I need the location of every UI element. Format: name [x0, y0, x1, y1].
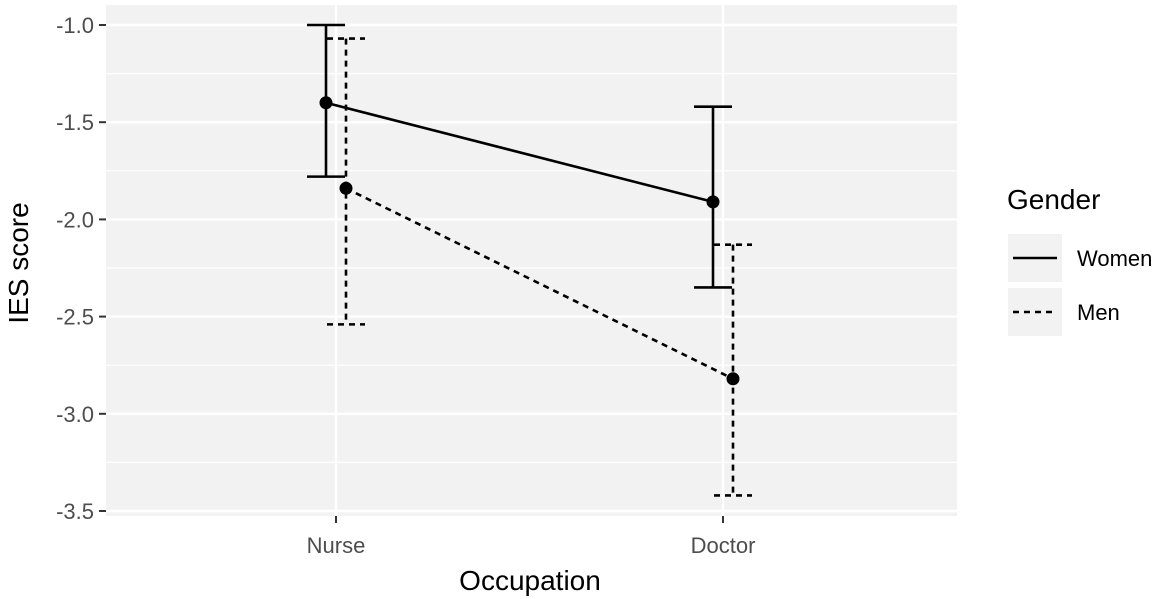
- y-tick-label: -2.0: [56, 207, 94, 232]
- x-tick-label: Nurse: [307, 533, 366, 558]
- y-tick-label: -2.5: [56, 305, 94, 330]
- series-line-men: [345, 187, 734, 380]
- y-tick-label: -3.5: [56, 499, 94, 524]
- legend: Gender Women Men: [1007, 184, 1152, 336]
- legend-label-men: Men: [1077, 300, 1120, 325]
- series-men: [327, 37, 752, 497]
- data-point-women: [319, 96, 333, 110]
- legend-label-women: Women: [1077, 246, 1152, 271]
- axes: -1.0 -1.5 -2.0 -2.5 -3.0 -3.5 Nurse Doctor: [56, 13, 755, 558]
- y-tick-label: -1.5: [56, 110, 94, 135]
- legend-title: Gender: [1007, 184, 1100, 215]
- y-axis-title: IES score: [3, 202, 34, 323]
- data-point-men: [339, 181, 353, 195]
- series-layer: [307, 23, 752, 497]
- y-tick-label: -1.0: [56, 13, 94, 38]
- series-women: [307, 23, 732, 289]
- x-axis-title: Occupation: [459, 565, 601, 596]
- error-bar-men: [327, 37, 365, 326]
- y-tick-label: -3.0: [56, 402, 94, 427]
- error-bar-men: [714, 243, 752, 497]
- x-tick-label: Doctor: [691, 533, 756, 558]
- series-line-women: [325, 101, 714, 204]
- plot-panel: [106, 5, 957, 516]
- grid-lines: [106, 5, 957, 516]
- data-point-women: [706, 195, 720, 209]
- data-point-men: [726, 372, 740, 386]
